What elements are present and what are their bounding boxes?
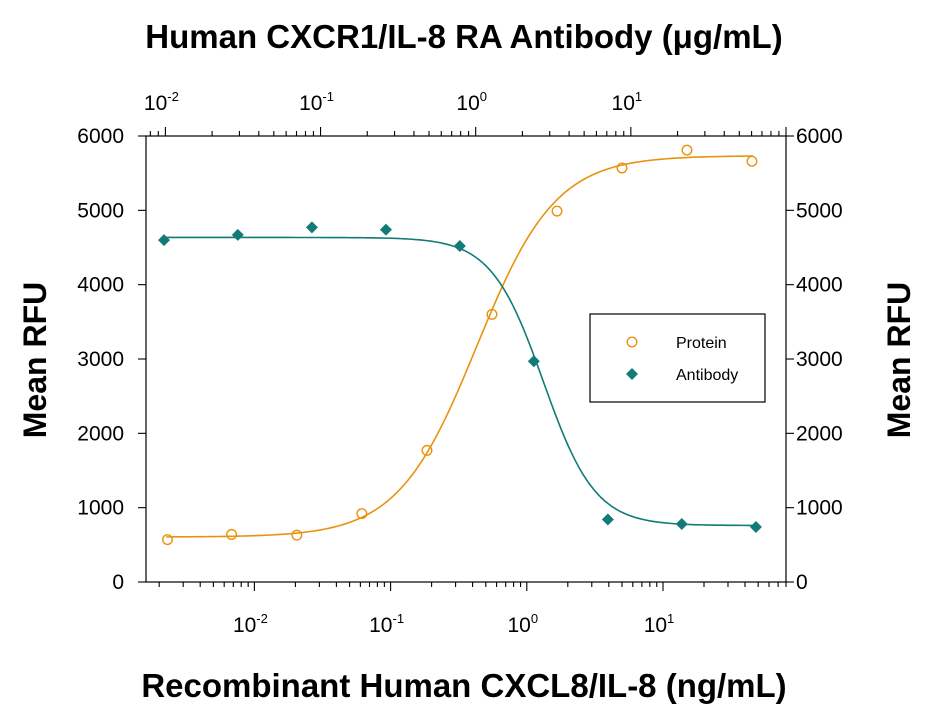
y-tick-label-right: 5000 xyxy=(796,199,843,222)
legend-marker-protein xyxy=(626,336,638,348)
y-tick-label: 1000 xyxy=(77,497,124,520)
data-point-protein xyxy=(486,308,498,320)
y-tick-label: 2000 xyxy=(77,422,124,445)
y-tick-label: 5000 xyxy=(77,199,124,222)
legend: Protein Antibody xyxy=(589,313,766,403)
data-point-antibody xyxy=(749,520,762,533)
data-point-antibody xyxy=(675,518,688,531)
y-tick-label-right: 1000 xyxy=(796,497,843,520)
y-tick-label-right: 3000 xyxy=(796,348,843,371)
top-tick-label: 10-2 xyxy=(144,89,179,115)
legend-label-antibody: Antibody xyxy=(676,367,738,384)
y-tick-label-right: 6000 xyxy=(796,125,843,148)
top-tick-label: 10-1 xyxy=(299,89,334,115)
data-point-antibody xyxy=(158,234,171,247)
y-tick-label-right: 4000 xyxy=(796,274,843,297)
data-point-protein xyxy=(291,529,303,541)
y-tick-label: 6000 xyxy=(77,125,124,148)
legend-box xyxy=(589,313,766,403)
top-tick-label: 101 xyxy=(612,89,643,115)
legend-marker-antibody xyxy=(626,368,638,380)
data-point-antibody xyxy=(305,221,318,234)
curve-protein xyxy=(166,155,754,538)
left-axis: 0 1000 2000 3000 4000 5000 6000 xyxy=(77,125,146,594)
legend-label-protein: Protein xyxy=(676,335,727,352)
data-point-protein xyxy=(421,444,433,456)
x-tick-label: 10-1 xyxy=(369,611,404,637)
data-point-antibody xyxy=(527,355,540,368)
x-tick-label: 101 xyxy=(644,611,675,637)
data-point-protein xyxy=(616,162,628,174)
data-point-protein xyxy=(551,205,563,217)
y-tick-label: 4000 xyxy=(77,274,124,297)
data-point-protein xyxy=(161,534,173,546)
data-point-protein xyxy=(226,528,238,540)
x-axis-label: Recombinant Human CXCL8/IL-8 (ng/mL) xyxy=(141,667,786,704)
y-tick-label-right: 2000 xyxy=(796,422,843,445)
x-tick-label: 100 xyxy=(508,611,539,637)
bottom-axis: 10-2 10-1 100 101 xyxy=(158,582,787,637)
data-point-antibody xyxy=(601,513,614,526)
x-tick-label: 10-2 xyxy=(233,611,268,637)
y-axis-label-right: Mean RFU xyxy=(881,282,917,438)
data-point-protein xyxy=(356,508,368,520)
data-markers xyxy=(158,144,762,546)
data-point-protein xyxy=(746,155,758,167)
chart-title: Human CXCR1/IL-8 RA Antibody (μg/mL) xyxy=(145,18,782,55)
data-point-antibody xyxy=(379,223,392,236)
y-axis-label-left: Mean RFU xyxy=(17,282,53,438)
top-tick-label: 100 xyxy=(456,89,487,115)
top-axis: 10-2 10-1 100 101 xyxy=(144,89,787,136)
y-tick-label-right: 0 xyxy=(796,571,808,594)
data-point-antibody xyxy=(231,228,244,241)
data-point-protein xyxy=(681,144,693,156)
right-axis: 0 1000 2000 3000 4000 5000 6000 xyxy=(786,125,843,594)
y-tick-label: 3000 xyxy=(77,348,124,371)
data-point-antibody xyxy=(453,240,466,253)
y-tick-label: 0 xyxy=(112,571,124,594)
